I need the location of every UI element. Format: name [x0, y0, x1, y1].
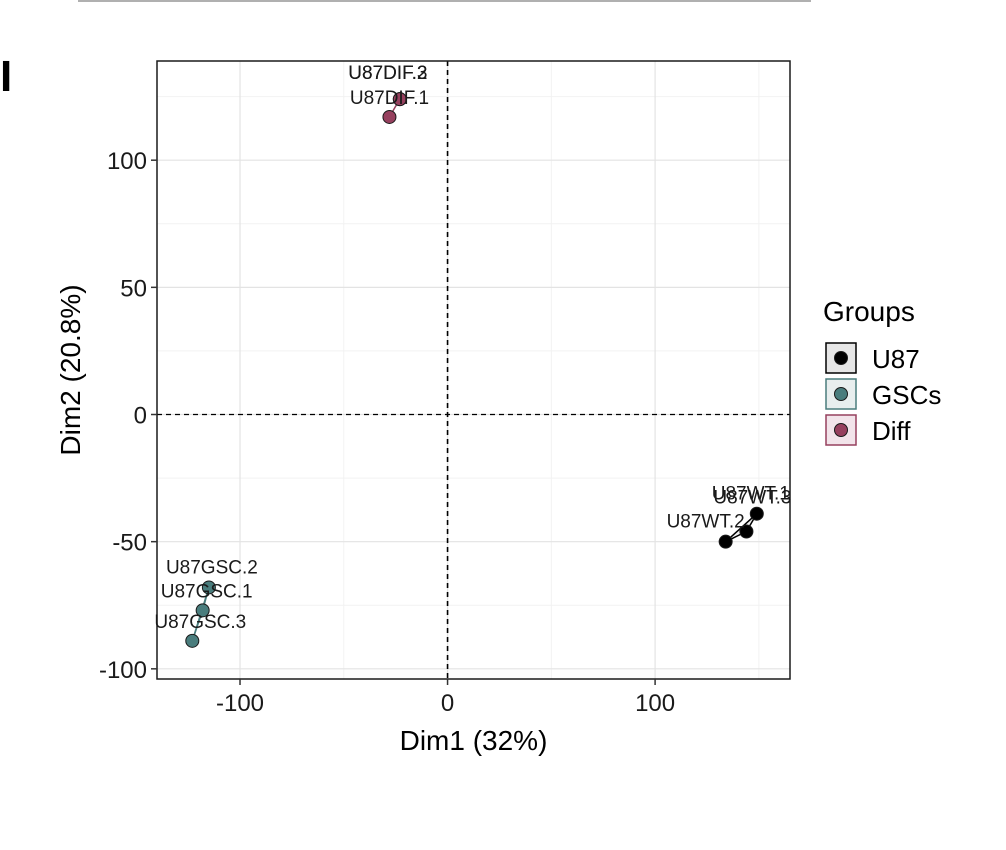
data-point: [382, 109, 397, 124]
y-tick-label: 100: [107, 148, 147, 175]
y-tick-label: -100: [99, 657, 147, 684]
point-label: U87WT.2: [667, 512, 745, 533]
data-point: [718, 534, 733, 549]
point-label: U87GSC.1: [161, 581, 253, 602]
data-point: [749, 506, 764, 521]
legend-label-gscs: GSCs: [872, 380, 941, 410]
point-label: U87GSC.3: [154, 612, 246, 633]
data-points: [185, 92, 764, 648]
x-axis-title: Dim1 (32%): [400, 725, 548, 756]
legend-marker-diff: [834, 423, 848, 437]
x-tick-label: 100: [635, 690, 675, 717]
point-label: U87GSC.2: [166, 557, 258, 578]
point-label: U87WT.3: [713, 487, 791, 508]
data-point: [201, 580, 216, 595]
legend-marker-u87: [834, 351, 848, 365]
data-point: [185, 633, 200, 648]
y-tick-label: 50: [120, 275, 147, 302]
point-label: U87DIF.2: [348, 63, 427, 84]
reference-lines: [157, 61, 790, 679]
x-tick-label: 0: [441, 690, 454, 717]
point-label: U87DIF.1: [350, 88, 429, 109]
legend-label-diff: Diff: [872, 416, 911, 446]
data-point: [195, 603, 210, 618]
y-tick-label: 0: [134, 403, 147, 430]
y-tick-label: -50: [112, 530, 147, 557]
legend-key-u87: [825, 342, 857, 374]
axis-ticks: -100 0 100 -100 -50 0 50 100: [99, 148, 675, 717]
y-axis-title: Dim2 (20.8%): [55, 284, 86, 455]
top-divider: [78, 0, 811, 2]
legend: Groups U87 GSCs Diff: [823, 296, 941, 446]
x-tick-label: -100: [216, 690, 264, 717]
point-label: U87DIF.3: [348, 63, 427, 84]
legend-label-u87: U87: [872, 344, 920, 374]
point-labels: U87WT.1 U87WT.2 U87WT.3 U87GSC.1 U87GSC.2 U87…: [154, 63, 791, 633]
data-point: [392, 92, 407, 107]
data-point: [739, 524, 754, 539]
panel-letter: I: [0, 52, 13, 101]
plot-border: [156, 60, 791, 680]
legend-marker-gscs: [834, 387, 848, 401]
point-label: U87WT.1: [712, 484, 790, 505]
group-hulls: [191, 98, 758, 642]
legend-title: Groups: [823, 296, 915, 327]
